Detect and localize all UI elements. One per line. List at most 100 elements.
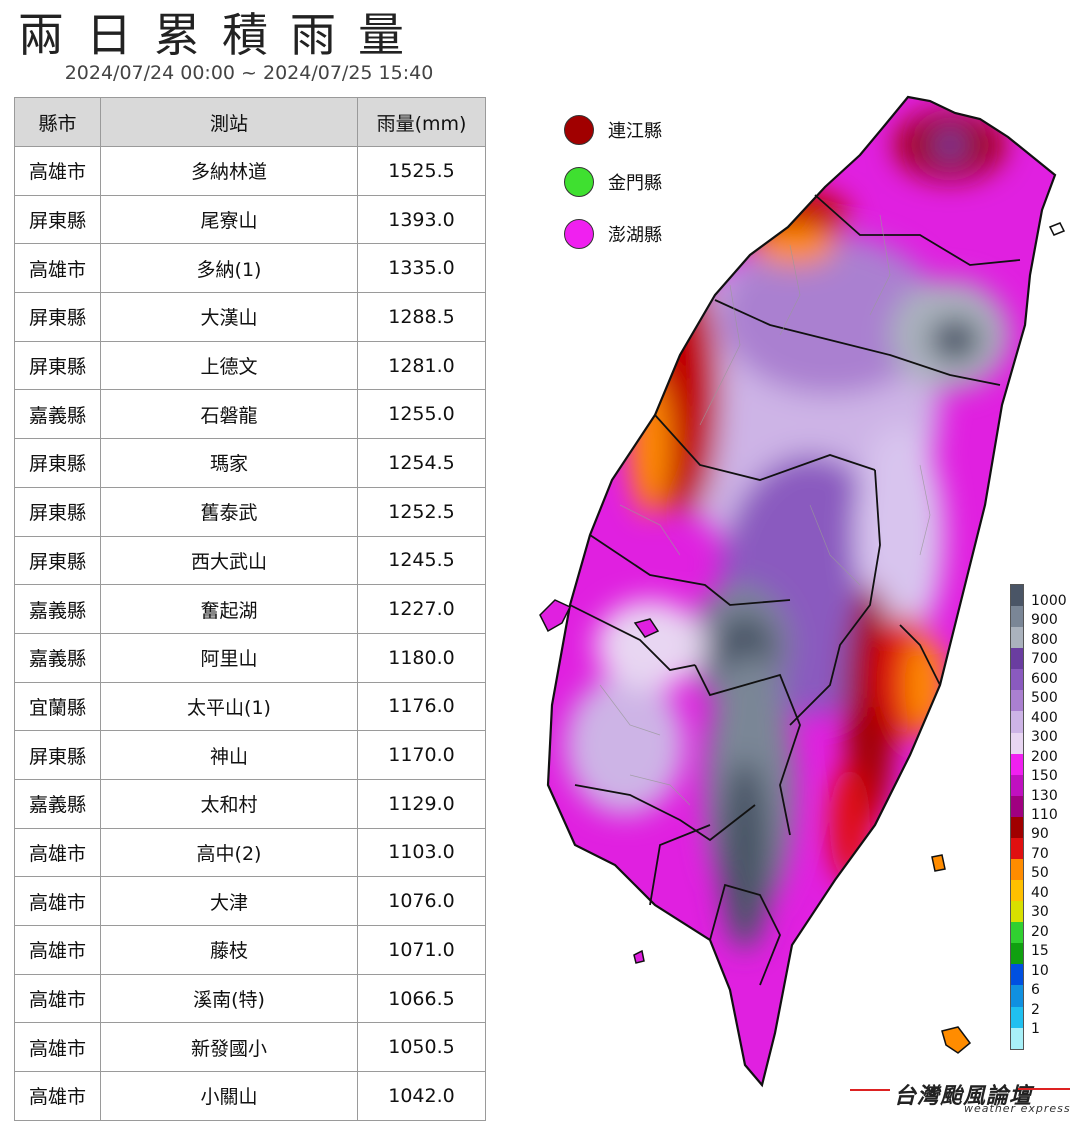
table-row: 屏東縣 尾寮山 1393.0	[14, 194, 486, 245]
station-cell: 阿里山	[100, 632, 358, 683]
rainfall-cell: 1281.0	[357, 340, 486, 391]
map-title: 兩日累積雨量	[18, 8, 426, 62]
township-boundaries	[599, 214, 931, 806]
table-row: 屏東縣 大漢山 1288.5	[14, 292, 486, 342]
island-label: 澎湖縣	[608, 225, 662, 246]
green-island	[931, 854, 946, 872]
station-cell: 多納林道	[100, 146, 358, 196]
county-cell: 嘉義縣	[14, 778, 101, 829]
county-cell: 高雄市	[14, 243, 101, 294]
colorbar-label: 10	[1031, 962, 1049, 979]
station-cell: 太和村	[100, 778, 358, 829]
colorbar-label: 90	[1031, 826, 1049, 843]
logo-text: 台灣颱風論壇	[894, 1084, 1033, 1109]
rainfall-field	[548, 97, 1055, 1085]
county-cell: 高雄市	[14, 827, 101, 878]
orchid-island	[941, 1026, 972, 1054]
station-cell: 高中(2)	[100, 827, 358, 878]
county-cell: 屏東縣	[14, 292, 101, 342]
colorbar-label: 130	[1031, 787, 1058, 804]
liuqiu-island	[633, 949, 645, 964]
county-cell: 高雄市	[14, 973, 101, 1024]
colorbar-label: 500	[1031, 690, 1058, 707]
header-rainfall: 雨量(mm)	[357, 97, 486, 147]
rainfall-cell: 1393.0	[357, 194, 486, 245]
colorbar-step	[1011, 711, 1023, 733]
table-row: 宜蘭縣 太平山(1) 1176.0	[14, 681, 486, 732]
table-row: 高雄市 大津 1076.0	[14, 876, 486, 926]
county-cell: 高雄市	[14, 925, 101, 975]
table-row: 高雄市 高中(2) 1103.0	[14, 827, 486, 878]
colorbar-label: 700	[1031, 651, 1058, 668]
colorbar-step	[1011, 943, 1023, 965]
rainfall-cell: 1176.0	[357, 681, 486, 732]
county-cell: 高雄市	[14, 146, 101, 196]
station-cell: 奮起湖	[100, 584, 358, 634]
rainfall-cell: 1255.0	[357, 389, 486, 440]
colorbar-label: 15	[1031, 943, 1049, 960]
colorbar-labels: 1000 900 800 700 600 500 400 300 200 150 130 110 90 7…	[1031, 592, 1067, 1039]
colorbar-label: 70	[1031, 845, 1049, 862]
colorbar-label: 30	[1031, 904, 1049, 921]
table-row: 屏東縣 上德文 1281.0	[14, 340, 486, 391]
station-cell: 小關山	[100, 1071, 358, 1121]
colorbar-step	[1011, 964, 1023, 986]
table-row: 高雄市 多納(1) 1335.0	[14, 243, 486, 294]
colorbar-step	[1011, 585, 1023, 607]
rainfall-cell: 1254.5	[357, 438, 486, 488]
table-row: 嘉義縣 阿里山 1180.0	[14, 632, 486, 683]
colorbar-step	[1011, 627, 1023, 649]
rainfall-cell: 1129.0	[357, 778, 486, 829]
station-cell: 瑪家	[100, 438, 358, 488]
table-header-row: 縣市 測站 雨量(mm)	[14, 97, 486, 147]
rainfall-table: 縣市 測站 雨量(mm) 高雄市 多納林道 1525.5 屏東縣 尾寮山 1393.0 高雄…	[14, 97, 486, 1121]
island-legend: 連江縣 金門縣 澎湖縣	[564, 104, 662, 260]
colorbar-label: 50	[1031, 865, 1049, 882]
rainfall-cell: 1288.5	[357, 292, 486, 342]
header-station: 測站	[100, 97, 358, 147]
station-cell: 溪南(特)	[100, 973, 358, 1024]
time-range: 2024/07/24 00:00 ~ 2024/07/25 15:40	[64, 62, 434, 84]
rainfall-cell: 1170.0	[357, 730, 486, 780]
station-cell: 太平山(1)	[100, 681, 358, 732]
colorbar-step	[1011, 816, 1023, 838]
header-county: 縣市	[14, 97, 101, 147]
county-cell: 宜蘭縣	[14, 681, 101, 732]
county-cell: 高雄市	[14, 876, 101, 926]
colorbar-step	[1011, 837, 1023, 860]
logo-line	[1018, 1088, 1070, 1090]
logo-line	[850, 1089, 890, 1091]
colorbar-step	[1011, 1027, 1023, 1049]
rainfall-cell: 1103.0	[357, 827, 486, 878]
colorbar-label: 600	[1031, 670, 1058, 687]
table-row: 嘉義縣 奮起湖 1227.0	[14, 584, 486, 634]
county-cell: 高雄市	[14, 1022, 101, 1073]
station-cell: 西大武山	[100, 535, 358, 586]
colorbar-label: 40	[1031, 884, 1049, 901]
colorbar-label: 110	[1031, 806, 1058, 823]
colorbar-step	[1011, 922, 1023, 944]
county-cell: 屏東縣	[14, 438, 101, 488]
county-boundaries	[569, 194, 1021, 986]
colorbar-label: 400	[1031, 709, 1058, 726]
county-cell: 屏東縣	[14, 535, 101, 586]
colorbar	[1010, 584, 1024, 1050]
guishan-island	[1048, 222, 1066, 236]
rainfall-cell: 1245.5	[357, 535, 486, 586]
island-dot	[564, 219, 594, 249]
colorbar-step	[1011, 690, 1023, 712]
station-cell: 新發國小	[100, 1022, 358, 1073]
colorbar-label: 2	[1031, 1001, 1040, 1018]
colorbar-label: 200	[1031, 748, 1058, 765]
island-penghu: 澎湖縣	[564, 208, 662, 260]
station-cell: 藤枝	[100, 925, 358, 975]
county-cell: 嘉義縣	[14, 632, 101, 683]
colorbar-step	[1011, 859, 1023, 881]
table-row: 高雄市 藤枝 1071.0	[14, 925, 486, 975]
county-cell: 屏東縣	[14, 730, 101, 780]
station-cell: 石磐龍	[100, 389, 358, 440]
station-cell: 上德文	[100, 340, 358, 391]
table-row: 高雄市 新發國小 1050.5	[14, 1022, 486, 1073]
rainfall-cell: 1227.0	[357, 584, 486, 634]
colorbar-step	[1011, 606, 1023, 628]
